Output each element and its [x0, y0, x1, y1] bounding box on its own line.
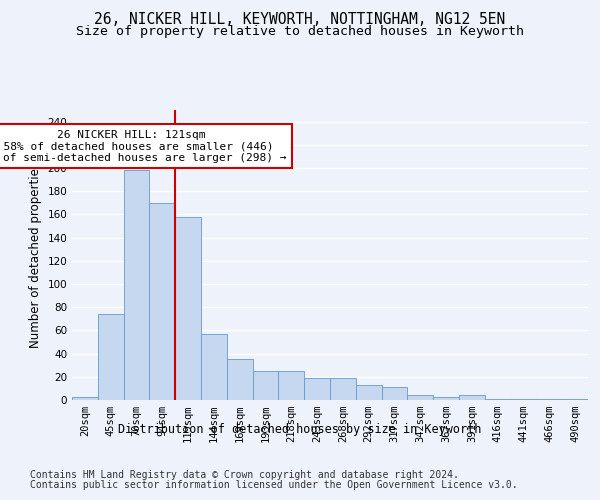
Bar [201, 334, 227, 400]
Bar [511, 399, 536, 400]
Bar [330, 378, 356, 400]
Bar [459, 396, 485, 400]
Y-axis label: Number of detached properties: Number of detached properties [29, 162, 42, 348]
Bar [562, 399, 588, 400]
Bar [356, 385, 382, 400]
Bar [98, 314, 124, 400]
Bar [407, 396, 433, 400]
Text: Contains public sector information licensed under the Open Government Licence v3: Contains public sector information licen… [30, 480, 518, 490]
Bar [485, 399, 511, 400]
Bar [227, 360, 253, 400]
Bar [304, 378, 330, 400]
Bar [536, 399, 562, 400]
Bar [175, 216, 201, 400]
Bar [149, 203, 175, 400]
Bar [253, 371, 278, 400]
Text: Contains HM Land Registry data © Crown copyright and database right 2024.: Contains HM Land Registry data © Crown c… [30, 470, 459, 480]
Text: 26 NICKER HILL: 121sqm
← 58% of detached houses are smaller (446)
39% of semi-de: 26 NICKER HILL: 121sqm ← 58% of detached… [0, 130, 287, 163]
Bar [72, 396, 98, 400]
Bar [278, 371, 304, 400]
Bar [382, 387, 407, 400]
Text: 26, NICKER HILL, KEYWORTH, NOTTINGHAM, NG12 5EN: 26, NICKER HILL, KEYWORTH, NOTTINGHAM, N… [94, 12, 506, 28]
Bar [433, 396, 459, 400]
Bar [124, 170, 149, 400]
Text: Distribution of detached houses by size in Keyworth: Distribution of detached houses by size … [118, 422, 482, 436]
Text: Size of property relative to detached houses in Keyworth: Size of property relative to detached ho… [76, 25, 524, 38]
